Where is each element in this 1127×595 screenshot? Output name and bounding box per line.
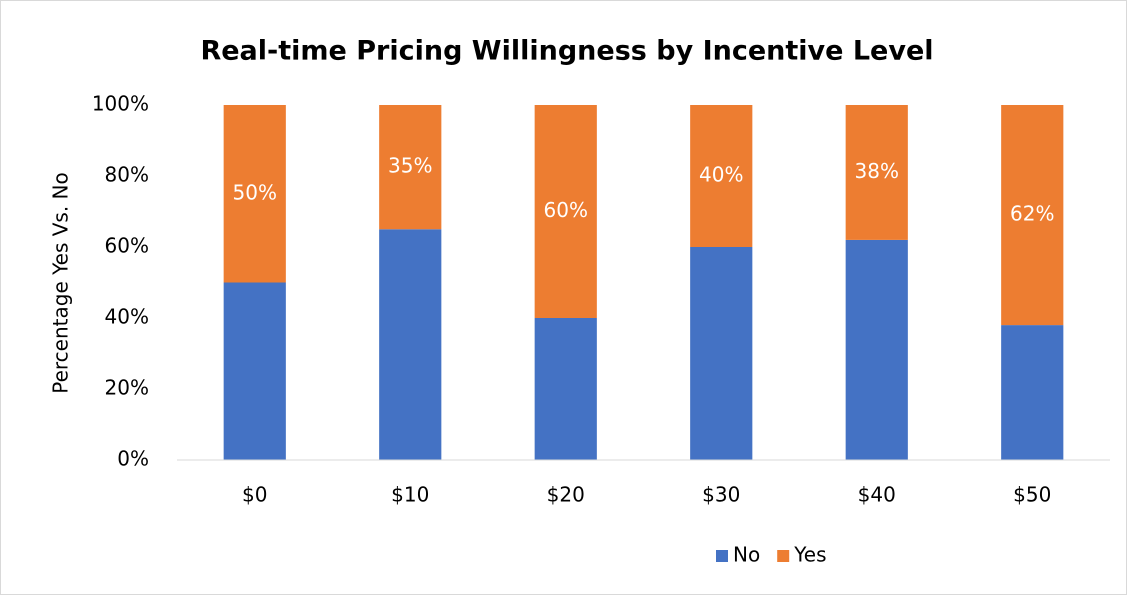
x-tick-label: $0 <box>242 483 267 507</box>
bar-segment <box>690 105 753 247</box>
bar-segment <box>1001 325 1064 460</box>
data-label: 40% <box>699 163 743 187</box>
data-label: 38% <box>855 159 899 183</box>
x-tick-label: $20 <box>547 483 585 507</box>
x-tick-label: $10 <box>391 483 429 507</box>
bar-segment <box>534 318 597 460</box>
chart-title: Real-time Pricing Willingness by Incenti… <box>200 36 933 67</box>
bar-segment <box>690 247 753 460</box>
x-tick-label: $50 <box>1013 483 1051 507</box>
data-label: 35% <box>388 154 432 178</box>
x-tick-label: $30 <box>702 483 740 507</box>
bar-segment <box>379 105 442 230</box>
y-tick-label: 100% <box>92 92 149 116</box>
bar-segment <box>845 105 908 240</box>
bar-segment <box>223 282 286 460</box>
bar-segment <box>223 105 286 283</box>
legend-swatch <box>716 550 728 562</box>
bar-segment <box>379 229 442 460</box>
bar-segment <box>1001 105 1064 326</box>
legend-label: No <box>733 543 760 567</box>
x-tick-label: $40 <box>858 483 896 507</box>
legend-swatch <box>777 550 790 562</box>
bar-segment <box>534 105 597 318</box>
data-label: 62% <box>1010 202 1054 226</box>
bar-segment <box>845 239 908 460</box>
y-tick-label: 60% <box>105 234 149 258</box>
data-label: 60% <box>544 198 588 222</box>
y-tick-label: 20% <box>105 376 149 400</box>
y-tick-label: 0% <box>117 447 149 471</box>
data-label: 50% <box>233 180 277 204</box>
y-tick-label: 80% <box>105 163 149 187</box>
y-axis-label: Percentage Yes Vs. No <box>49 172 73 394</box>
y-tick-label: 40% <box>105 305 149 329</box>
legend-label: Yes <box>793 543 826 567</box>
